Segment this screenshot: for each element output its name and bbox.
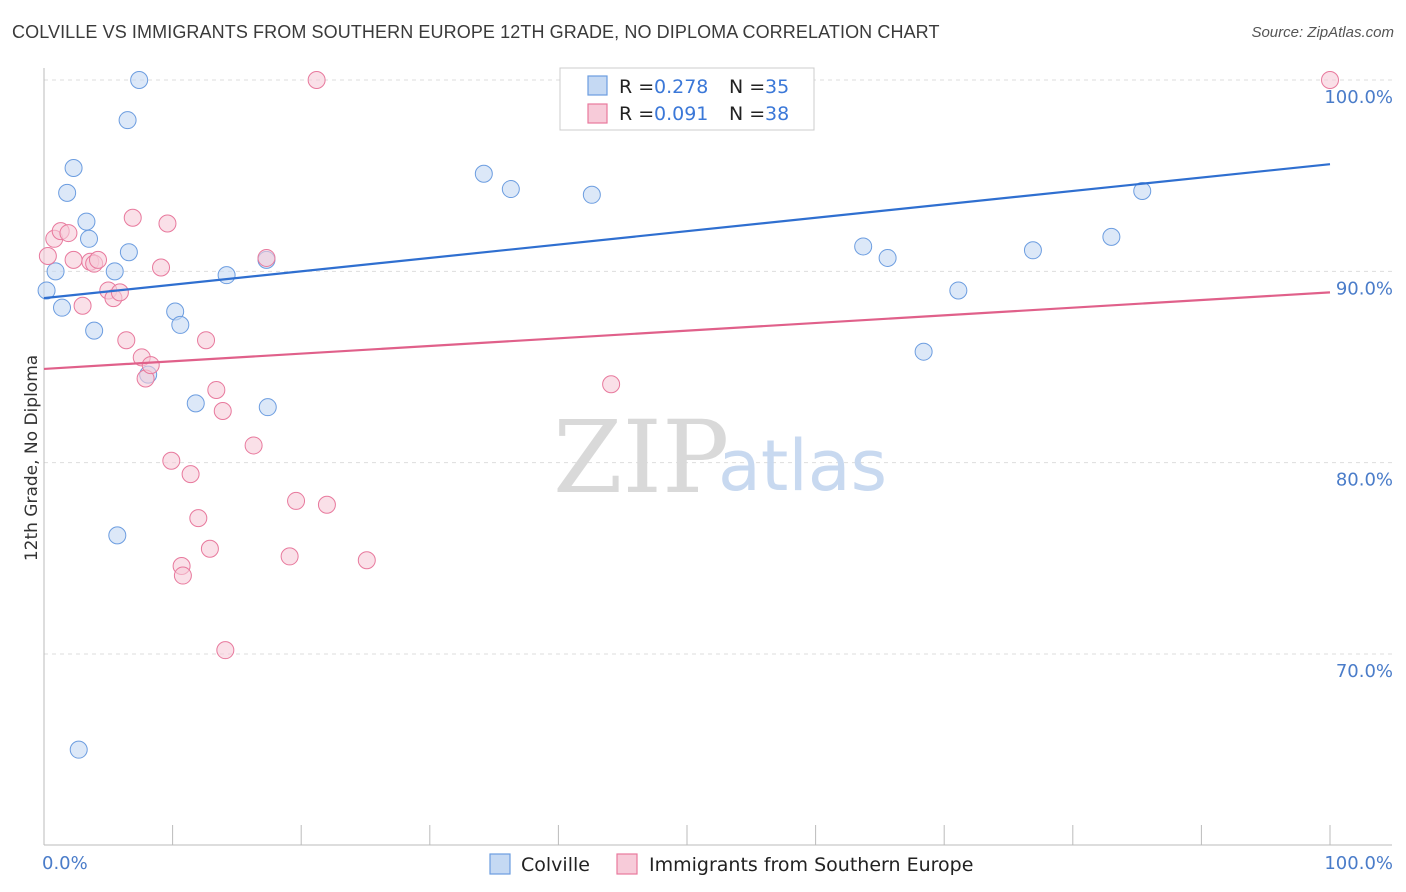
legend-r-value: 0.278 xyxy=(654,76,708,98)
y-tick-label: 70.0% xyxy=(1336,661,1393,682)
colville-point xyxy=(854,237,873,256)
watermark-zip: ZIP xyxy=(553,399,729,516)
immigrant-point xyxy=(141,356,160,375)
y-tick-labels: 100.0% 90.0% 80.0% 70.0% xyxy=(1324,87,1393,682)
colville-point xyxy=(108,526,127,545)
series-label-colville: Colville xyxy=(521,854,590,876)
immigrant-point xyxy=(280,547,299,566)
immigrant-point xyxy=(38,247,57,266)
colville-point xyxy=(501,180,520,199)
series-legend: Colville Immigrants from Southern Europe xyxy=(489,853,973,876)
immigrant-point xyxy=(73,296,92,315)
immigrant-point xyxy=(317,495,336,514)
x-tick-labels: 0.0% 100.0% xyxy=(42,853,1393,874)
colville-point xyxy=(474,164,493,183)
colville-point xyxy=(58,183,77,202)
watermark: ZIP atlas xyxy=(553,399,887,516)
colville-point xyxy=(118,111,137,130)
x-tick-label: 100.0% xyxy=(1324,853,1393,874)
source-credit: Source: ZipAtlas.com xyxy=(1251,24,1394,41)
axes xyxy=(43,68,1392,846)
colville-point xyxy=(1133,181,1152,200)
colville-point xyxy=(949,281,968,300)
y-tick-label: 80.0% xyxy=(1336,470,1393,491)
series-swatch-immigrants xyxy=(616,853,638,875)
legend-n-label: N = xyxy=(729,76,765,98)
immigrant-point xyxy=(287,491,306,510)
x-tick-label: 0.0% xyxy=(42,853,88,874)
colville-point xyxy=(130,71,149,89)
legend-r-value: 0.091 xyxy=(654,103,708,125)
colville-point xyxy=(77,212,96,231)
trend-lines xyxy=(43,163,1331,371)
colville-point xyxy=(119,243,138,262)
immigrant-point xyxy=(213,402,232,421)
immigrant-point xyxy=(158,214,177,233)
immigrant-point xyxy=(64,250,83,269)
colville-point xyxy=(914,342,933,361)
immigrant-point xyxy=(244,436,263,455)
legend-r-label: R = xyxy=(619,103,654,125)
immigrant-point xyxy=(197,331,216,350)
colville-point xyxy=(85,321,104,340)
chart-title: COLVILLE VS IMMIGRANTS FROM SOUTHERN EUR… xyxy=(12,22,940,42)
legend-n-value: 38 xyxy=(765,103,789,125)
series-label-immigrants: Immigrants from Southern Europe xyxy=(649,854,973,876)
immigrant-point xyxy=(162,451,181,470)
colville-point xyxy=(217,266,236,285)
legend-n-value: 35 xyxy=(765,76,789,98)
y-tick-label: 90.0% xyxy=(1336,278,1393,299)
colville-point xyxy=(878,248,897,267)
colville-point xyxy=(105,262,124,281)
colville-point xyxy=(1023,241,1042,260)
immigrant-point xyxy=(307,71,326,89)
immigrants-trend-line xyxy=(43,291,1331,371)
colville-point xyxy=(80,229,99,248)
colville-point xyxy=(53,298,72,317)
y-tick-label: 100.0% xyxy=(1324,87,1393,108)
colville-point xyxy=(258,398,277,417)
immigrant-point xyxy=(207,380,226,399)
colville-point xyxy=(64,159,83,178)
colville-point xyxy=(46,262,65,281)
immigrant-point xyxy=(189,509,208,528)
immigrant-point xyxy=(59,224,78,243)
immigrant-point xyxy=(257,248,276,267)
series-swatch-colville xyxy=(489,853,511,875)
immigrant-point xyxy=(152,258,171,277)
immigrant-point xyxy=(357,551,376,570)
colville-point xyxy=(186,394,205,413)
legend-r-label: R = xyxy=(619,76,654,98)
watermark-atlas: atlas xyxy=(718,425,887,507)
immigrant-point xyxy=(117,331,136,350)
colville-point xyxy=(582,185,601,204)
colville-point xyxy=(1102,227,1121,246)
immigrant-point xyxy=(173,566,192,585)
grid-lines xyxy=(44,79,1392,655)
y-axis-label: 12th Grade, No Diploma xyxy=(22,355,42,561)
stats-legend: R = 0.278 N = 35 R = 0.091 N = 38 xyxy=(559,67,815,131)
immigrant-point xyxy=(1321,71,1339,89)
colville-trend-line xyxy=(43,163,1331,300)
colville-point xyxy=(37,281,56,300)
immigrant-point xyxy=(110,283,129,302)
legend-swatch-colville xyxy=(587,75,608,96)
immigrant-point xyxy=(89,250,108,269)
immigrant-point xyxy=(602,375,621,394)
immigrant-point xyxy=(200,539,219,558)
immigrant-point xyxy=(216,641,235,660)
legend-n-label: N = xyxy=(729,103,765,125)
colville-point xyxy=(69,740,88,759)
immigrant-point xyxy=(181,465,200,484)
immigrant-point xyxy=(123,208,142,227)
colville-point xyxy=(171,315,190,334)
legend-swatch-immigrants xyxy=(587,103,608,124)
